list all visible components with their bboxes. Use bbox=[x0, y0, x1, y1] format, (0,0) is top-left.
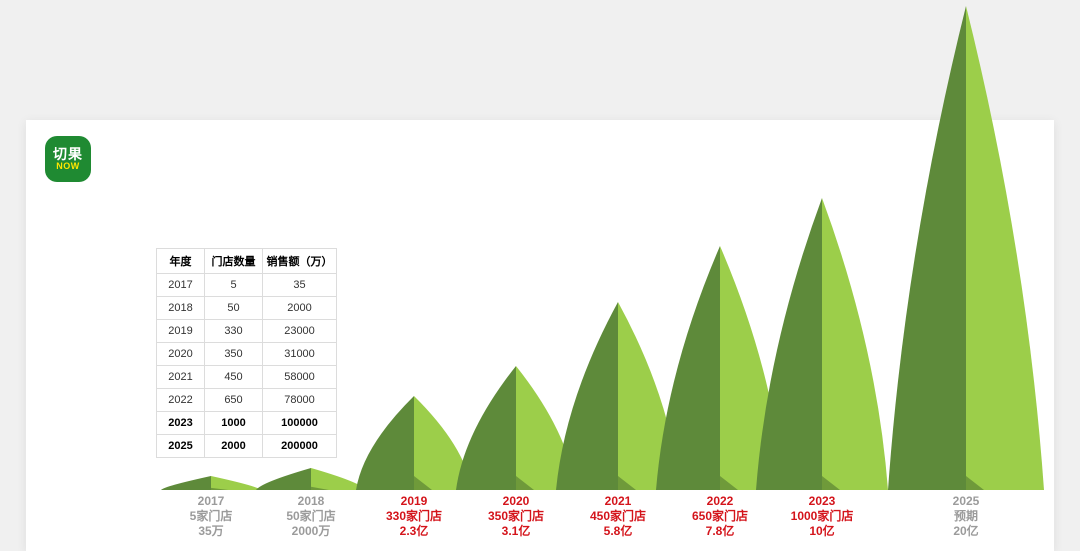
table-cell: 2025 bbox=[157, 435, 205, 458]
x-label-2018: 201850家门店2000万 bbox=[286, 494, 335, 539]
spike-left-2025 bbox=[888, 6, 966, 490]
table-cell: 650 bbox=[205, 389, 263, 412]
x-label-year: 2020 bbox=[488, 494, 544, 509]
table-row: 202035031000 bbox=[157, 343, 337, 366]
x-label-line3: 2000万 bbox=[286, 524, 335, 539]
x-label-line3: 20亿 bbox=[953, 524, 980, 539]
th-year: 年度 bbox=[157, 249, 205, 274]
table-cell: 2020 bbox=[157, 343, 205, 366]
spike-left-2019 bbox=[356, 396, 414, 490]
table-cell: 100000 bbox=[263, 412, 337, 435]
table-cell: 330 bbox=[205, 320, 263, 343]
x-label-2019: 2019330家门店2.3亿 bbox=[386, 494, 442, 539]
x-label-line3: 7.8亿 bbox=[692, 524, 748, 539]
x-label-line2: 330家门店 bbox=[386, 509, 442, 524]
table-cell: 5 bbox=[205, 274, 263, 297]
table-cell: 2017 bbox=[157, 274, 205, 297]
x-axis-labels: 20175家门店35万201850家门店2000万2019330家门店2.3亿2… bbox=[26, 494, 1054, 551]
logo-text-cn: 切果 bbox=[53, 147, 83, 161]
logo-text-en: NOW bbox=[56, 162, 80, 171]
table-cell: 2018 bbox=[157, 297, 205, 320]
x-label-line2: 450家门店 bbox=[590, 509, 646, 524]
table-cell: 35 bbox=[263, 274, 337, 297]
table-cell: 2022 bbox=[157, 389, 205, 412]
spike-left-2017 bbox=[161, 476, 211, 490]
table-cell: 1000 bbox=[205, 412, 263, 435]
brand-logo: 切果 NOW bbox=[45, 136, 91, 182]
x-label-line2: 50家门店 bbox=[286, 509, 335, 524]
x-label-year: 2025 bbox=[953, 494, 980, 509]
x-label-year: 2023 bbox=[791, 494, 854, 509]
x-label-year: 2017 bbox=[190, 494, 233, 509]
x-label-2021: 2021450家门店5.8亿 bbox=[590, 494, 646, 539]
th-sales: 销售额（万） bbox=[263, 249, 337, 274]
table-cell: 450 bbox=[205, 366, 263, 389]
x-label-year: 2021 bbox=[590, 494, 646, 509]
table-cell: 2000 bbox=[263, 297, 337, 320]
table-row: 202145058000 bbox=[157, 366, 337, 389]
x-label-line3: 5.8亿 bbox=[590, 524, 646, 539]
spike-left-2020 bbox=[456, 366, 516, 490]
table-row: 20231000100000 bbox=[157, 412, 337, 435]
table-cell: 31000 bbox=[263, 343, 337, 366]
x-label-2025: 2025预期20亿 bbox=[953, 494, 980, 539]
table-cell: 2021 bbox=[157, 366, 205, 389]
x-label-2022: 2022650家门店7.8亿 bbox=[692, 494, 748, 539]
table-cell: 23000 bbox=[263, 320, 337, 343]
spike-right-2023 bbox=[822, 198, 888, 490]
x-label-line2: 预期 bbox=[953, 509, 980, 524]
sales-data-table: 年度 门店数量 销售额（万） 2017535201850200020193302… bbox=[156, 248, 337, 458]
x-label-2020: 2020350家门店3.1亿 bbox=[488, 494, 544, 539]
x-label-year: 2022 bbox=[692, 494, 748, 509]
x-label-line3: 10亿 bbox=[791, 524, 854, 539]
spike-right-2017 bbox=[211, 476, 261, 490]
table-row: 20252000200000 bbox=[157, 435, 337, 458]
table-row: 201933023000 bbox=[157, 320, 337, 343]
spike-left-2022 bbox=[656, 246, 720, 490]
table-cell: 50 bbox=[205, 297, 263, 320]
x-label-2017: 20175家门店35万 bbox=[190, 494, 233, 539]
table-cell: 58000 bbox=[263, 366, 337, 389]
spike-right-2025 bbox=[966, 6, 1044, 490]
table-row: 2018502000 bbox=[157, 297, 337, 320]
table-row: 2017535 bbox=[157, 274, 337, 297]
x-label-line3: 3.1亿 bbox=[488, 524, 544, 539]
table-row: 202265078000 bbox=[157, 389, 337, 412]
x-label-line2: 650家门店 bbox=[692, 509, 748, 524]
table-header-row: 年度 门店数量 销售额（万） bbox=[157, 249, 337, 274]
x-label-year: 2019 bbox=[386, 494, 442, 509]
table-cell: 350 bbox=[205, 343, 263, 366]
spike-left-2023 bbox=[756, 198, 822, 490]
x-label-2023: 20231000家门店10亿 bbox=[791, 494, 854, 539]
spike-left-2018 bbox=[256, 468, 311, 490]
x-label-line2: 1000家门店 bbox=[791, 509, 854, 524]
table-cell: 2000 bbox=[205, 435, 263, 458]
x-label-line2: 5家门店 bbox=[190, 509, 233, 524]
x-label-line2: 350家门店 bbox=[488, 509, 544, 524]
x-label-line3: 35万 bbox=[190, 524, 233, 539]
table-cell: 2023 bbox=[157, 412, 205, 435]
spike-left-2021 bbox=[556, 302, 618, 490]
table-cell: 2019 bbox=[157, 320, 205, 343]
x-label-line3: 2.3亿 bbox=[386, 524, 442, 539]
table-cell: 200000 bbox=[263, 435, 337, 458]
table-cell: 78000 bbox=[263, 389, 337, 412]
th-stores: 门店数量 bbox=[205, 249, 263, 274]
x-label-year: 2018 bbox=[286, 494, 335, 509]
